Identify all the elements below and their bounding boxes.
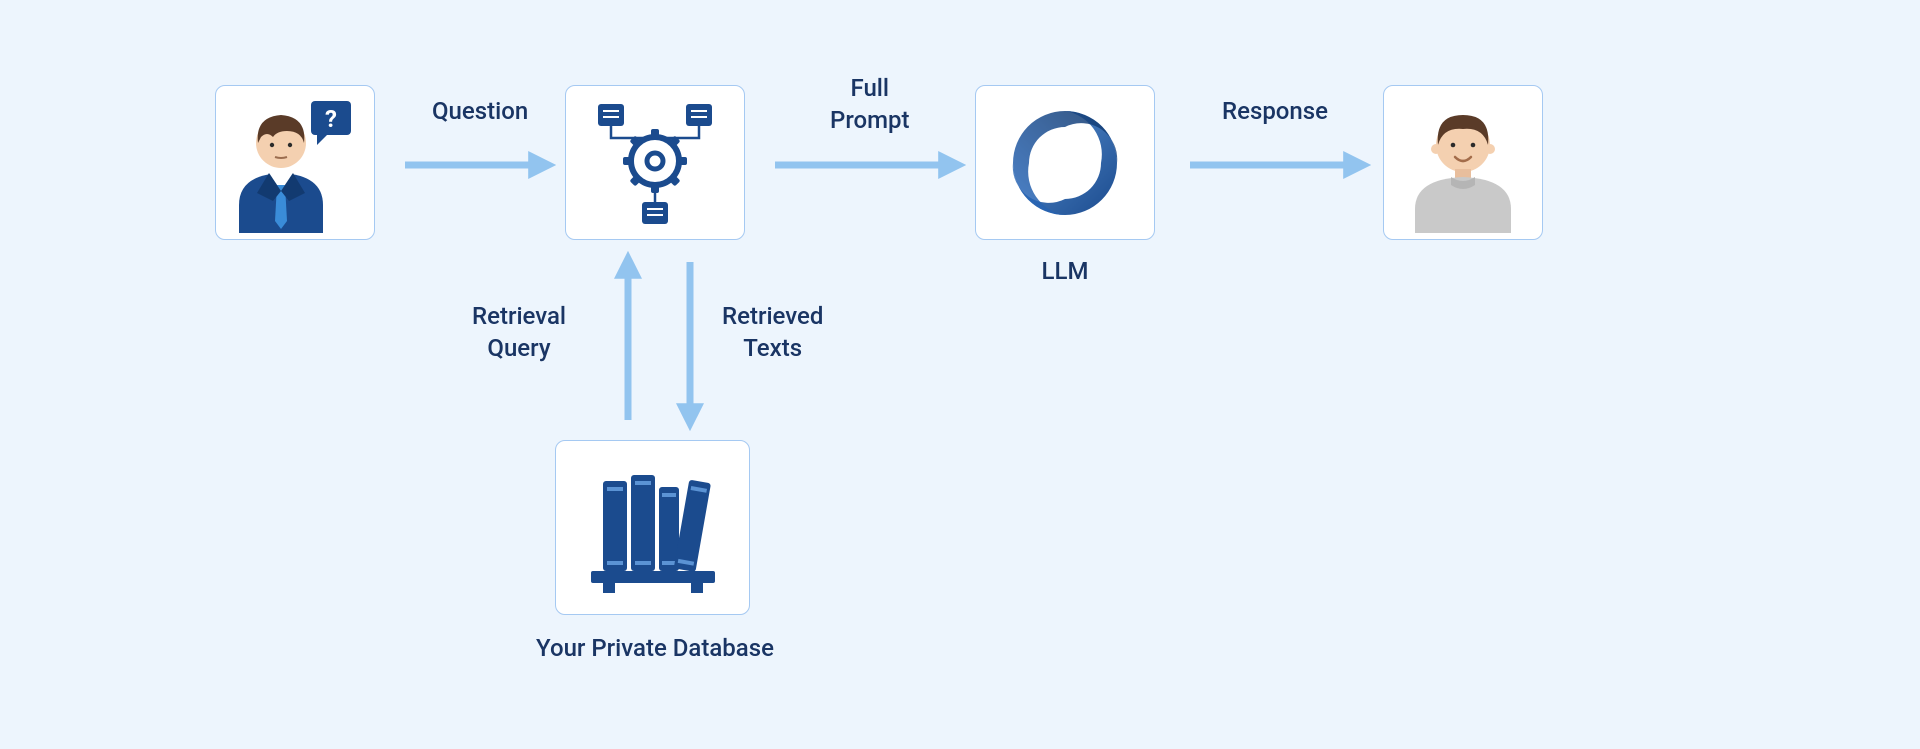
arrow-retrieved-texts <box>0 0 1920 749</box>
label-retrieved-texts: Retrieved Texts <box>722 300 823 365</box>
